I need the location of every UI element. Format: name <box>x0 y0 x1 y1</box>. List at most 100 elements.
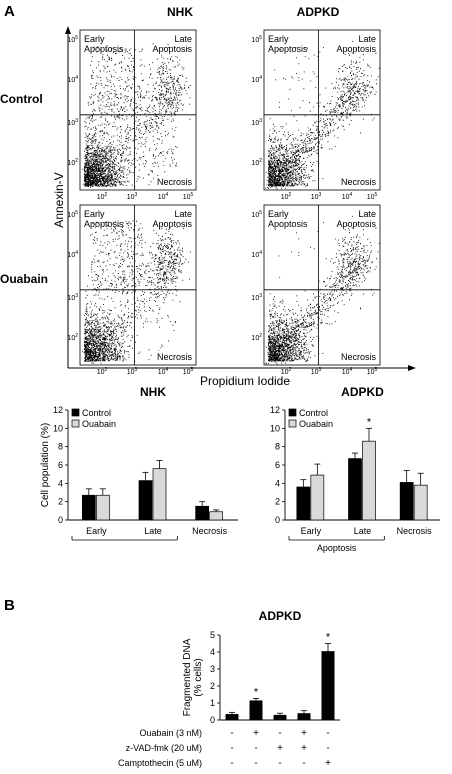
flow-panel-4: EarlyApoptosisLateApoptosisNecrosis10510… <box>251 204 381 376</box>
flow-ytick-3: 102 <box>251 158 262 167</box>
flow-ytick-3-exp: 2 <box>259 333 262 339</box>
significance-mark: * <box>367 416 372 428</box>
flow-ytick-2-base: 10 <box>67 120 75 127</box>
flow-panel-3: EarlyApoptosisLateApoptosisNecrosis10510… <box>67 204 197 376</box>
flow-ytick-0-base: 10 <box>251 212 259 219</box>
flow-xtick-1: 103 <box>127 192 138 201</box>
treatment-mark: - <box>326 728 329 739</box>
bar-early-control <box>81 494 96 521</box>
flow-ytick-1: 104 <box>251 75 262 84</box>
legend-swatch-ouabain <box>288 419 297 428</box>
flow-xtick-2-base: 10 <box>342 194 350 201</box>
flow-ytick-0-exp: 5 <box>259 35 262 41</box>
flow-xtick-3: 105 <box>183 367 194 376</box>
bar-chart-title: ADPKD <box>341 385 384 399</box>
dna-bar-3 <box>273 714 287 720</box>
flow-xtick-0: 102 <box>281 367 292 376</box>
flow-label-late: Late <box>174 209 192 219</box>
flow-xtick-2: 104 <box>158 192 169 201</box>
flow-ytick-0-exp: 5 <box>75 35 78 41</box>
flow-xtick-0: 102 <box>97 367 108 376</box>
bar-ytick-label: 4 <box>275 478 280 488</box>
flow-ytick-1-exp: 4 <box>259 75 262 81</box>
bar-chart-title: NHK <box>140 385 166 399</box>
treatment-mark: + <box>301 743 307 754</box>
legend-label-ouabain: Ouabain <box>82 419 116 429</box>
flow-plots: EarlyApoptosisLateApoptosisNecrosis10510… <box>67 29 381 376</box>
flow-xtick-3-base: 10 <box>183 194 191 201</box>
dna-y-label-line1: Fragmented DNA <box>182 638 193 716</box>
flow-ytick-1: 104 <box>251 250 262 259</box>
legend-label-control: Control <box>299 408 328 418</box>
bar-ytick-label: 2 <box>58 497 63 507</box>
flow-ytick-2-base: 10 <box>251 295 259 302</box>
flow-xtick-3-exp: 5 <box>191 367 194 373</box>
flow-ytick-1: 104 <box>67 75 78 84</box>
flow-label-early-apoptosis: Apoptosis <box>268 44 308 54</box>
treatment-mark: - <box>278 758 281 769</box>
flow-col-title-nhk: NHK <box>167 5 193 19</box>
flow-ytick-0: 105 <box>251 35 262 44</box>
flow-events <box>265 215 380 365</box>
panel-a-label: A <box>4 3 15 20</box>
flow-ytick-2-exp: 3 <box>259 118 262 124</box>
flow-xtick-3: 105 <box>183 192 194 201</box>
flow-ytick-2: 103 <box>67 293 78 302</box>
treatment-mark: - <box>230 758 233 769</box>
bar-early-ouabain <box>310 474 325 521</box>
flow-xtick-0-base: 10 <box>97 194 105 201</box>
flow-ytick-1-base: 10 <box>251 252 259 259</box>
treatment-mark: + <box>277 743 283 754</box>
flow-xtick-0-base: 10 <box>281 194 289 201</box>
flow-ytick-0: 105 <box>251 210 262 219</box>
bar-ytick-label: 10 <box>270 423 280 433</box>
flow-xtick-2-exp: 4 <box>166 192 169 198</box>
treatment-mark: - <box>254 743 257 754</box>
flow-y-arrowhead <box>65 26 71 34</box>
flow-ytick-2-base: 10 <box>251 120 259 127</box>
dna-chart: ADPKD 0 1 2 3 4 5 Fragmented DNA (% cells) * * Ouab… <box>118 609 340 769</box>
flow-ytick-0: 105 <box>67 210 78 219</box>
flow-ytick-3-base: 10 <box>251 335 259 342</box>
flow-label-necrosis: Necrosis <box>157 177 193 187</box>
flow-label-early: Early <box>84 34 105 44</box>
flow-ytick-1-exp: 4 <box>75 75 78 81</box>
flow-xtick-1-exp: 3 <box>135 192 138 198</box>
flow-xtick-0-exp: 2 <box>289 192 292 198</box>
flow-label-early: Early <box>268 209 289 219</box>
flow-ytick-2-exp: 3 <box>259 293 262 299</box>
bar-ytick-label: 6 <box>275 460 280 470</box>
flow-xtick-1-base: 10 <box>127 369 135 376</box>
bar-ytick-label: 0 <box>58 515 63 525</box>
dna-bar-5 <box>321 651 335 720</box>
treatment-mark: + <box>325 758 331 769</box>
flow-xtick-0-exp: 2 <box>105 367 108 373</box>
flow-xtick-3-base: 10 <box>367 369 375 376</box>
dna-ytick-label: 2 <box>210 681 215 691</box>
flow-xtick-1-exp: 3 <box>135 367 138 373</box>
flow-panel-2: EarlyApoptosisLateApoptosisNecrosis10510… <box>251 29 381 201</box>
flow-ytick-3: 102 <box>251 333 262 342</box>
apoptosis-label: Apoptosis <box>317 543 357 553</box>
flow-ytick-1-base: 10 <box>67 77 75 84</box>
bar-ytick-label: 10 <box>53 423 63 433</box>
flow-xtick-2-base: 10 <box>342 369 350 376</box>
dna-ytick-label: 0 <box>210 715 215 725</box>
bar-y-label: Cell population (%) <box>40 423 51 508</box>
dna-bar-2 <box>249 700 263 720</box>
flow-xtick-3-base: 10 <box>183 369 191 376</box>
flow-panel-frame <box>263 29 381 191</box>
flow-label-bg <box>338 176 378 187</box>
treatment-mark: - <box>254 758 257 769</box>
flow-xtick-3-exp: 5 <box>375 192 378 198</box>
flow-row-title-control: Control <box>0 92 43 106</box>
flow-xtick-0-exp: 2 <box>289 367 292 373</box>
dna-ytick-label: 3 <box>210 664 215 674</box>
flow-xtick-2-exp: 4 <box>350 367 353 373</box>
dna-significance-mark: * <box>326 632 331 644</box>
flow-xtick-0-exp: 2 <box>105 192 108 198</box>
treatment-mark: - <box>230 743 233 754</box>
flow-ytick-3-exp: 2 <box>75 333 78 339</box>
